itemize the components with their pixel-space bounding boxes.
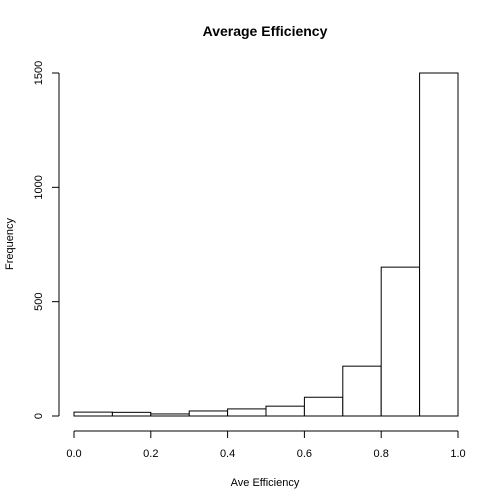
- histogram-bar-2: [111, 411, 152, 417]
- histogram-bar-6: [265, 405, 305, 417]
- histogram-bar-3: [150, 413, 190, 417]
- x-axis: 0.0 0.2 0.4 0.6 0.8 1.0: [66, 430, 466, 460]
- y-tick-label: 1000: [33, 175, 45, 199]
- x-tick-label: 0.6: [297, 448, 312, 460]
- y-tick-label: 0: [33, 413, 45, 419]
- x-axis-label: Ave Efficiency: [231, 477, 300, 489]
- bars-group: [73, 72, 459, 417]
- x-tick-label: 0.2: [143, 448, 158, 460]
- x-tick-label: 0.4: [220, 448, 235, 460]
- histogram-bar-1: [73, 411, 113, 417]
- x-tick-label: 0.8: [374, 448, 389, 460]
- x-tick-label: 1.0: [450, 448, 465, 460]
- chart-title: Average Efficiency: [203, 23, 328, 39]
- histogram-bar-5: [227, 408, 267, 417]
- histogram-bar-7: [303, 396, 344, 417]
- histogram-bar-10: [419, 72, 459, 417]
- y-axis-label: Frequency: [4, 218, 16, 270]
- histogram-bar-4: [188, 410, 229, 417]
- x-tick-label: 0.0: [66, 448, 81, 460]
- histogram-bar-9: [380, 266, 421, 417]
- y-tick-label: 500: [33, 292, 45, 310]
- histogram-bar-8: [342, 365, 382, 417]
- y-axis: 0 500 1000 1500: [33, 61, 60, 419]
- y-tick-label: 1500: [33, 61, 45, 85]
